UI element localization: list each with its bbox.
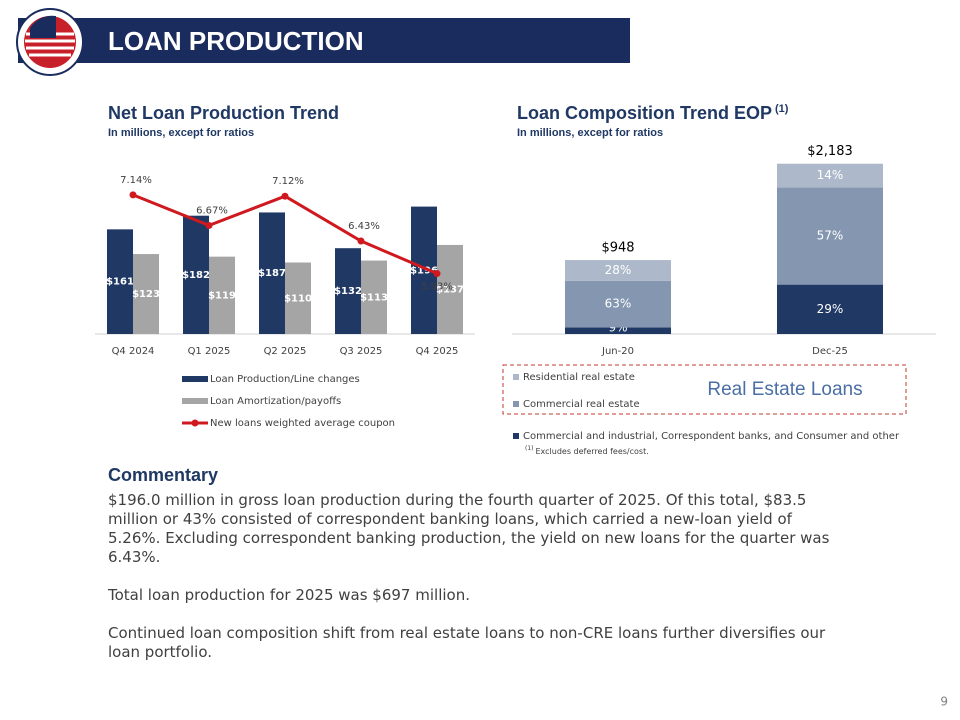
bar-segment xyxy=(777,284,883,334)
data-label: $196 xyxy=(410,265,438,276)
data-label: $161 xyxy=(106,277,134,288)
bar-segment xyxy=(565,280,671,328)
data-label: $182 xyxy=(182,270,210,281)
paragraph: $196.0 million in gross loan production … xyxy=(108,491,830,566)
data-label: $132 xyxy=(334,286,362,297)
data-label: 7.14% xyxy=(120,175,152,186)
data-label: $187 xyxy=(258,268,286,279)
footnote-text: Excludes deferred fees/cost. xyxy=(536,447,649,456)
legend-label: Residential real estate xyxy=(523,372,635,383)
legend-label: New loans weighted average coupon xyxy=(210,418,395,429)
bar xyxy=(437,244,463,334)
x-tick-label: Q4 2024 xyxy=(112,346,155,357)
line-marker xyxy=(433,270,441,278)
legend-swatch xyxy=(191,419,199,427)
x-tick-label: Jun-20 xyxy=(601,346,634,357)
legend-swatch xyxy=(513,433,519,439)
header-title: LOAN PRODUCTION xyxy=(108,26,364,56)
chart-title: Net Loan Production Trend xyxy=(108,103,339,123)
data-label: 6.43% xyxy=(348,221,380,232)
line-marker xyxy=(205,221,213,229)
legend-label: Loan Production/Line changes xyxy=(210,374,360,385)
bar-segment xyxy=(777,163,883,188)
title-note: (1) xyxy=(775,103,789,115)
line-marker xyxy=(129,191,137,199)
annotation-box xyxy=(502,364,907,415)
chart-title: Loan Composition Trend EOP (1) xyxy=(517,103,789,123)
total-label: $2,183 xyxy=(807,144,853,159)
x-tick-label: Q1 2025 xyxy=(188,346,231,357)
paragraph: Continued loan composition shift from re… xyxy=(108,624,826,661)
data-label: 28% xyxy=(605,263,632,277)
commentary: $196.0 million in gross loan production … xyxy=(108,491,848,681)
data-label: $110 xyxy=(284,293,312,304)
bar-segment xyxy=(565,327,671,334)
legend-swatch xyxy=(513,374,519,380)
bar xyxy=(209,256,235,334)
chart-subtitle: In millions, except for ratios xyxy=(517,127,663,139)
legend-label: Loan Amortization/payoffs xyxy=(210,396,341,407)
total-label: $948 xyxy=(601,241,634,256)
x-tick-label: Q2 2025 xyxy=(264,346,307,357)
bar xyxy=(183,215,209,334)
paragraph: Total loan production for 2025 was $697 … xyxy=(108,586,470,604)
logo-canton xyxy=(30,15,56,38)
data-label: $137 xyxy=(436,284,464,295)
footnote-mark: (1) xyxy=(525,445,534,452)
x-tick-label: Q3 2025 xyxy=(340,346,383,357)
bar-segment xyxy=(565,260,671,281)
data-label: 57% xyxy=(817,229,844,243)
bar xyxy=(259,212,285,334)
chart-subtitle: In millions, except for ratios xyxy=(108,127,254,139)
bar xyxy=(133,254,159,334)
header-bar xyxy=(18,18,630,63)
bar xyxy=(361,260,387,334)
legend-swatch xyxy=(513,401,519,407)
bar xyxy=(285,262,311,334)
data-label: 6.67% xyxy=(196,205,228,216)
data-label: $119 xyxy=(208,290,236,301)
legend-swatch xyxy=(182,376,208,382)
legend-swatch xyxy=(182,398,208,404)
page-number: 9 xyxy=(940,695,948,709)
x-tick-label: Dec-25 xyxy=(812,346,848,357)
data-label: 63% xyxy=(605,297,632,311)
line-marker xyxy=(357,237,365,245)
bar-segment xyxy=(777,187,883,285)
x-tick-label: Q4 2025 xyxy=(416,346,459,357)
footnote: (1) Excludes deferred fees/cost. xyxy=(525,445,649,456)
data-label: 5.93% xyxy=(421,282,453,293)
legend-label: Commercial and industrial, Correspondent… xyxy=(523,431,900,442)
annotation: Real Estate Loans xyxy=(707,379,862,400)
chart-title-text: Loan Composition Trend EOP xyxy=(517,103,772,123)
legend-label: Commercial real estate xyxy=(523,399,640,410)
data-label: $123 xyxy=(132,289,160,300)
data-label: $113 xyxy=(360,292,388,303)
commentary-title: Commentary xyxy=(108,465,218,485)
data-label: 29% xyxy=(817,302,844,316)
bar xyxy=(335,248,361,334)
data-label: 7.12% xyxy=(272,176,304,187)
bar xyxy=(107,229,133,334)
data-label: 14% xyxy=(817,168,844,182)
line-marker xyxy=(281,192,289,200)
